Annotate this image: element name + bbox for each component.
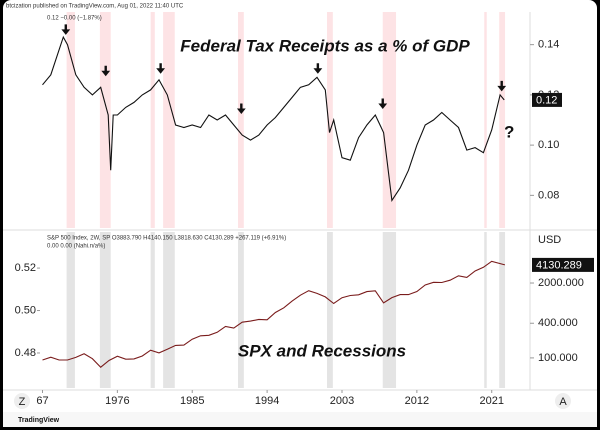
auto-button[interactable]	[555, 393, 571, 409]
footer-bar	[3, 412, 597, 427]
recession-band	[99, 12, 111, 228]
y-tick-label: 0.10	[538, 139, 559, 151]
x-tick-label: 2021	[479, 395, 503, 407]
x-tick-label: 1994	[255, 395, 279, 407]
y-tick-label: 0.08	[538, 189, 559, 201]
footer-logo: TradingView	[18, 417, 60, 424]
x-tick-label: 1976	[105, 395, 129, 407]
recession-band	[484, 232, 487, 388]
last-value-label: 4130.289	[536, 259, 582, 271]
x-tick-label: 67	[36, 395, 48, 407]
x-tick-label: 2003	[330, 395, 354, 407]
arrow	[313, 63, 323, 74]
y-tick-label: 2000.000	[538, 277, 584, 289]
y2-tick-label: 0.50	[15, 304, 36, 316]
zoom-button[interactable]	[14, 393, 30, 409]
series-line	[42, 35, 505, 202]
annotation: ?	[504, 122, 514, 141]
recession-band	[237, 12, 244, 228]
recession-band	[66, 232, 75, 388]
last-value-box	[532, 92, 562, 107]
auto-button-label[interactable]: A	[559, 396, 567, 408]
x-tick-label: 2012	[405, 395, 429, 407]
last-value-box	[532, 257, 594, 272]
recession-band	[150, 12, 155, 228]
recession-band	[163, 12, 175, 228]
arrow	[236, 103, 246, 114]
chart-title: SPX and Recessions	[238, 341, 406, 360]
recession-band	[499, 12, 506, 228]
y-tick-label: 400.000	[538, 317, 578, 329]
arrow	[378, 98, 388, 109]
recession-band	[382, 232, 397, 388]
arrow	[101, 65, 111, 77]
arrow	[61, 24, 71, 35]
arrow	[156, 63, 166, 74]
recession-band	[327, 232, 333, 388]
y-tick-label: 0.14	[538, 39, 559, 51]
x-tick-label: 1985	[180, 395, 204, 407]
recession-band	[66, 12, 75, 228]
recession-band	[237, 232, 244, 388]
recession-band	[382, 12, 397, 228]
recession-band	[499, 232, 506, 388]
recession-band	[150, 232, 155, 388]
publisher: btcization published on TradingView.com,…	[6, 4, 184, 10]
unit-label: USD	[538, 234, 561, 246]
recession-band	[484, 12, 487, 228]
arrow	[497, 80, 507, 92]
last-value-label: 0.12	[536, 94, 557, 106]
legend-subheader: 0.00 0.00 (Nahi.n/a%)	[47, 244, 105, 250]
y2-tick-label: 0.48	[15, 347, 36, 359]
zoom-button-label[interactable]: Z	[19, 396, 26, 408]
recession-band	[327, 12, 333, 228]
legend-header: 0.12 −0.00 (−1.87%)	[47, 16, 102, 22]
chart-title: Federal Tax Receipts as a % of GDP	[180, 36, 470, 55]
recession-band	[163, 232, 175, 388]
recession-band	[99, 232, 111, 388]
legend-header: S&P 500 Index, 2W, SP O3883.790 H4140.15…	[47, 236, 286, 242]
series-line	[42, 260, 506, 368]
y-tick-label: 100.000	[538, 352, 578, 364]
frame	[3, 0, 597, 427]
y2-tick-label: 0.52	[15, 262, 36, 274]
